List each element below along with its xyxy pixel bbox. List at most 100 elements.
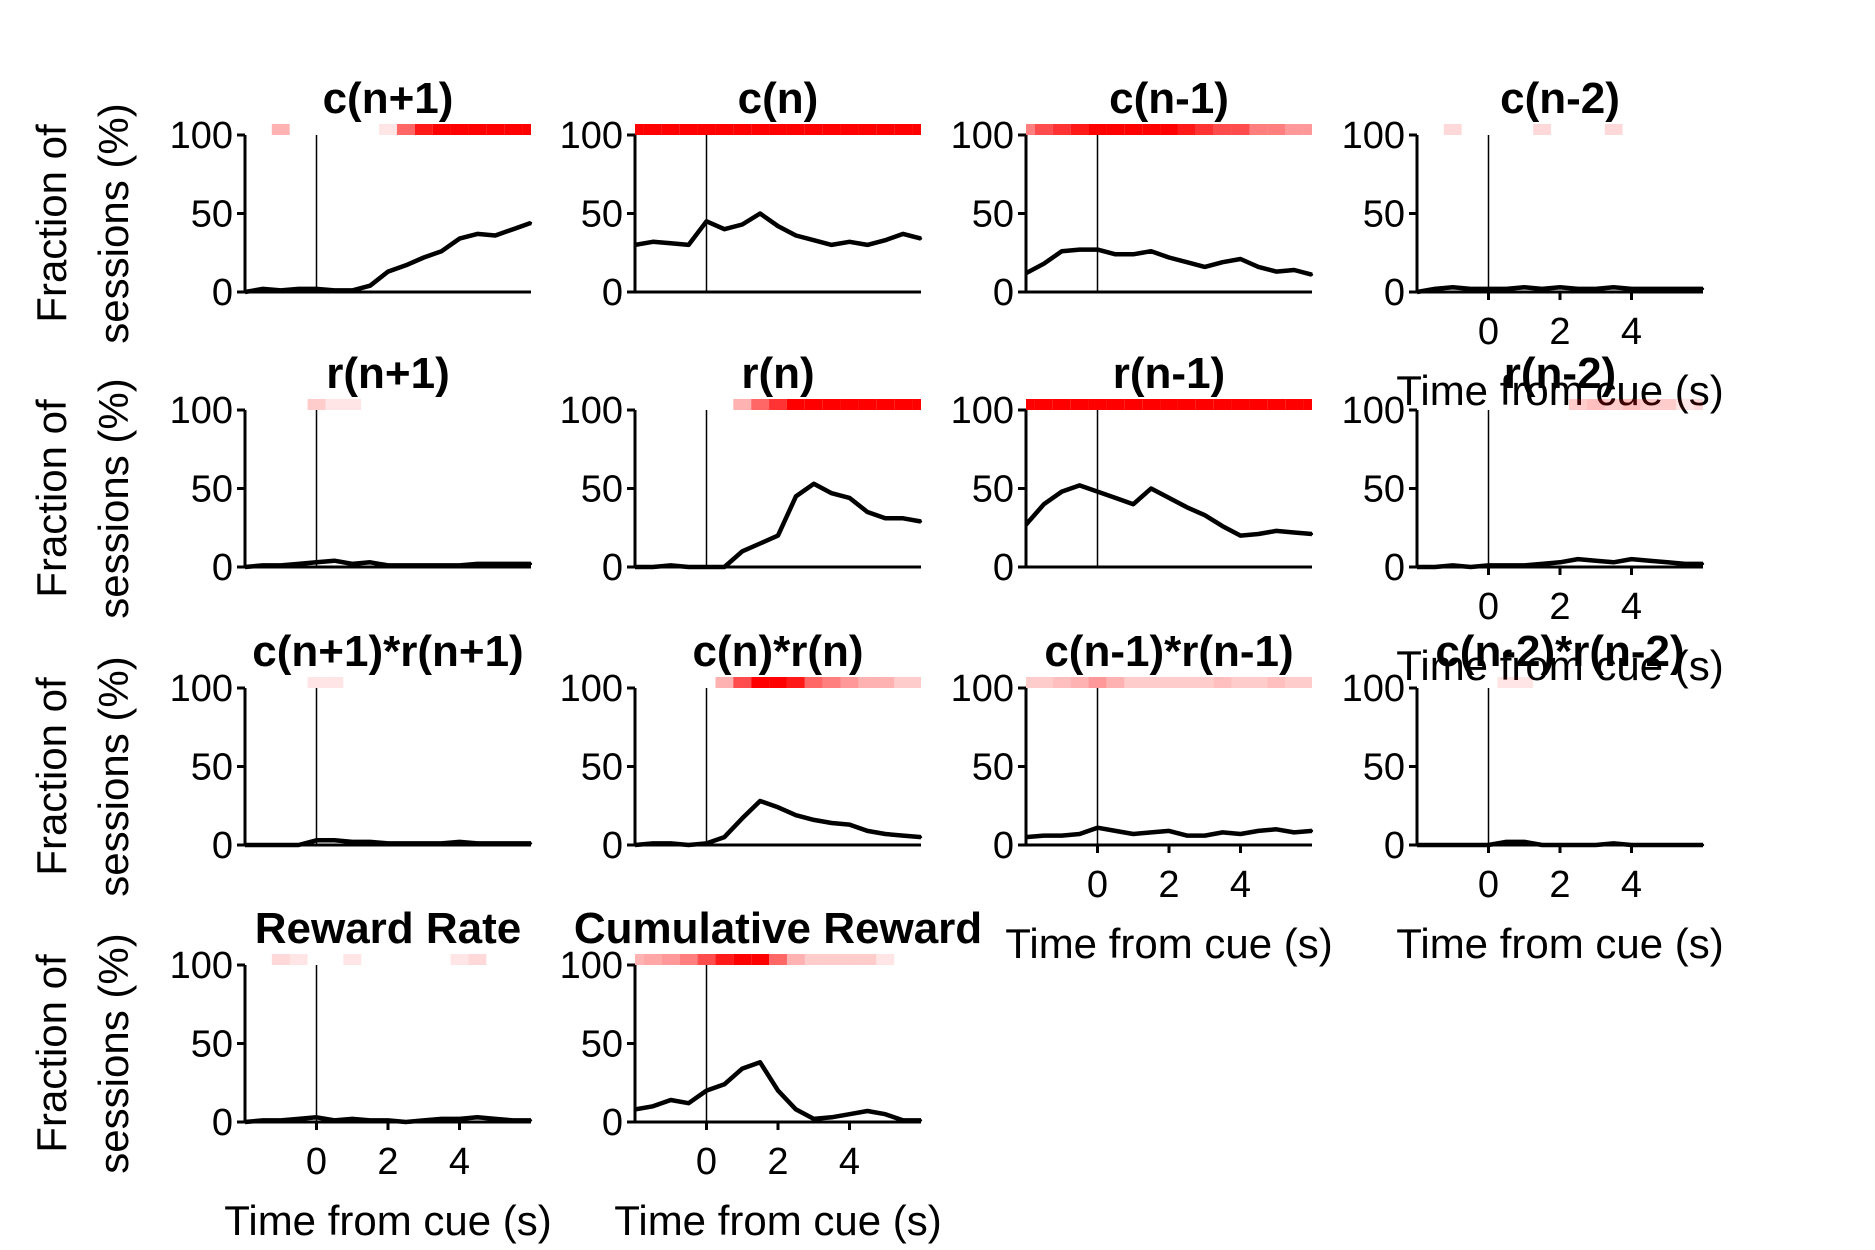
significance-mark <box>271 954 290 965</box>
data-point <box>529 842 533 845</box>
data-point <box>1024 835 1028 839</box>
y-axis-label-line1: Fraction of <box>28 954 75 1153</box>
data-point <box>776 806 780 809</box>
data-point <box>1310 829 1314 833</box>
data-point <box>1239 257 1242 261</box>
x-tick-label: 4 <box>1621 586 1642 628</box>
data-point <box>1433 565 1437 569</box>
significance-mark <box>1213 399 1232 410</box>
row-2-y-label: Fraction of sessions (%) <box>28 656 137 896</box>
data-point <box>1203 265 1206 269</box>
data-point <box>633 243 637 247</box>
significance-mark <box>1195 399 1214 410</box>
significance-mark <box>1026 677 1035 688</box>
data-point <box>368 840 372 844</box>
significance-mark <box>769 399 787 410</box>
panel-0: c(n+1) 0 50 100 <box>170 74 533 314</box>
y-axis-label-line2: sessions (%) <box>90 378 137 618</box>
series-line <box>1024 483 1313 538</box>
data-point <box>1558 843 1562 847</box>
data-point <box>705 220 708 223</box>
data-point <box>1078 484 1081 487</box>
data-point <box>1630 287 1633 291</box>
data-point <box>866 829 869 833</box>
data-point <box>1594 559 1597 562</box>
data-point <box>243 565 247 569</box>
data-point <box>1275 529 1278 533</box>
significance-mark <box>1231 124 1250 135</box>
significance-mark <box>912 399 921 410</box>
data-point <box>866 510 869 514</box>
significance-mark <box>751 399 770 410</box>
data-point <box>1666 287 1669 291</box>
significance-mark <box>1213 677 1232 688</box>
y-tick-label: 0 <box>212 1102 233 1144</box>
x-axis-label: Time from cue (s) <box>1396 367 1723 414</box>
y-tick-label: 0 <box>602 825 623 867</box>
data-point <box>1451 564 1454 567</box>
significance-mark <box>450 124 469 135</box>
significance-mark <box>733 124 752 135</box>
data-point <box>901 232 905 236</box>
significance-mark <box>1231 677 1250 688</box>
data-point <box>422 564 425 567</box>
data-point <box>723 835 726 839</box>
data-point <box>633 1108 637 1111</box>
data-point <box>1701 843 1705 847</box>
data-point <box>1469 287 1472 291</box>
significance-mark <box>522 124 531 135</box>
x-tick-label: 0 <box>1478 586 1499 628</box>
panel-13: Cumulative Reward 0 50 100 0 2 4 Time from cue … <box>560 904 983 1244</box>
data-point <box>1060 249 1063 253</box>
y-tick-label: 50 <box>581 1024 623 1066</box>
data-point <box>315 561 318 564</box>
significance-mark <box>1285 399 1304 410</box>
significance-mark <box>1303 124 1312 135</box>
data-point <box>1114 496 1117 500</box>
data-point <box>776 534 780 537</box>
data-point <box>794 234 798 237</box>
significance-mark <box>876 124 895 135</box>
panel-5: r(n) 0 50 100 <box>560 349 923 589</box>
data-point <box>830 243 833 247</box>
y-tick-label: 100 <box>560 668 623 710</box>
significance-mark <box>1026 399 1035 410</box>
significance-mark <box>840 399 859 410</box>
panel-title: r(n-2) <box>1504 349 1616 398</box>
significance-mark <box>804 954 823 965</box>
data-point <box>1433 843 1437 847</box>
significance-mark <box>1231 399 1250 410</box>
y-tick-label: 100 <box>951 668 1014 710</box>
data-point <box>758 212 762 215</box>
significance-mark <box>894 399 913 410</box>
y-tick-label: 100 <box>951 115 1014 157</box>
panel-title: c(n)*r(n) <box>692 627 863 676</box>
significance-mark <box>1070 677 1089 688</box>
data-point <box>723 228 726 231</box>
significance-mark <box>894 677 913 688</box>
data-point <box>1594 287 1597 291</box>
y-tick-label: 50 <box>191 469 233 511</box>
y-tick-label: 100 <box>170 668 233 710</box>
y-axis-label-line1: Fraction of <box>28 124 75 323</box>
data-point <box>243 290 247 294</box>
data-point <box>511 1119 515 1122</box>
significance-mark <box>1052 677 1071 688</box>
data-point <box>297 562 300 566</box>
significance-mark <box>1052 124 1071 135</box>
data-point <box>279 564 282 567</box>
data-point <box>1415 290 1419 294</box>
data-point <box>866 243 869 247</box>
significance-mark <box>1213 124 1232 135</box>
data-point <box>261 843 265 847</box>
data-point <box>315 287 318 291</box>
data-point <box>1576 557 1580 561</box>
significance-mark <box>822 399 841 410</box>
significance-mark <box>1303 677 1312 688</box>
y-tick-label: 0 <box>212 825 233 867</box>
panel-title: r(n-1) <box>1113 349 1225 398</box>
data-point <box>1558 286 1562 289</box>
data-point <box>901 1119 905 1122</box>
data-point <box>261 287 265 291</box>
y-tick-label: 50 <box>1363 194 1405 236</box>
